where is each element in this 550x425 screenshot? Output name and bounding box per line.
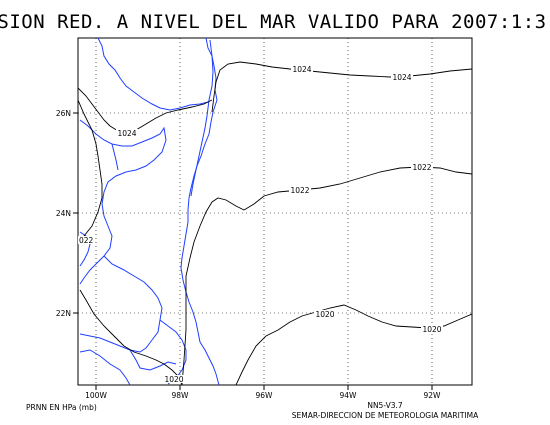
isobar-label-1020-b: 1020: [422, 325, 441, 334]
tick-marks: [73, 112, 433, 390]
coastline-and-borders: [79, 38, 220, 385]
isobar-1024-east: [211, 61, 472, 113]
lon-tick-92w: 92W: [424, 391, 442, 400]
isobar-label-1024-a: 1024: [292, 65, 311, 74]
isobar-1020-west: [79, 289, 183, 385]
state-border-7: [111, 143, 119, 171]
plot-frame: [77, 37, 473, 386]
units-label: PRNN EN HPa (mb): [26, 403, 97, 412]
map-title: PRESION RED. A NIVEL DEL MAR VALIDO PARA…: [0, 11, 550, 33]
isobars: [78, 61, 472, 385]
lat-tick-24n: 24N: [56, 209, 71, 218]
isobar-1020-main: [235, 304, 472, 385]
isobar-labels: 1024 1024 1024 1022 1022 022 1020 1020 1…: [78, 65, 443, 384]
state-border-5: [129, 349, 177, 371]
lon-tick-96w: 96W: [256, 391, 274, 400]
lon-tick-98w: 98W: [172, 391, 190, 400]
isobar-label-1022-a: 1022: [290, 186, 309, 195]
isobar-1024-west: [78, 87, 213, 134]
isobar-label-1024-c: 1024: [117, 129, 136, 138]
isobar-1022: [78, 99, 103, 245]
lat-tick-22n: 22N: [56, 309, 71, 318]
source-label: SEMAR-DIRECCION DE METEOROLOGIA MARITIMA: [292, 411, 479, 420]
lon-tick-100w: 100W: [85, 391, 107, 400]
state-border-2: [79, 255, 163, 353]
grid-lines: [78, 38, 472, 385]
isobar-1022-main: [181, 166, 472, 385]
isobar-label-1022-c: 022: [79, 236, 94, 245]
lagoon-line: [190, 39, 214, 197]
state-border-4: [79, 349, 131, 385]
isobar-label-1020-a: 1020: [315, 310, 334, 319]
isobar-label-1024-b: 1024: [392, 73, 411, 82]
border-rio-grande: [97, 38, 209, 111]
lat-tick-26n: 26N: [56, 109, 71, 118]
gulf-coastline: [180, 38, 220, 385]
state-border-1: [79, 119, 167, 285]
isobar-label-1020-c: 1020: [164, 375, 183, 384]
version-label: NN5-V3.7: [367, 401, 403, 410]
lon-tick-94w: 94W: [340, 391, 358, 400]
isobar-label-1022-b: 1022: [412, 163, 431, 172]
